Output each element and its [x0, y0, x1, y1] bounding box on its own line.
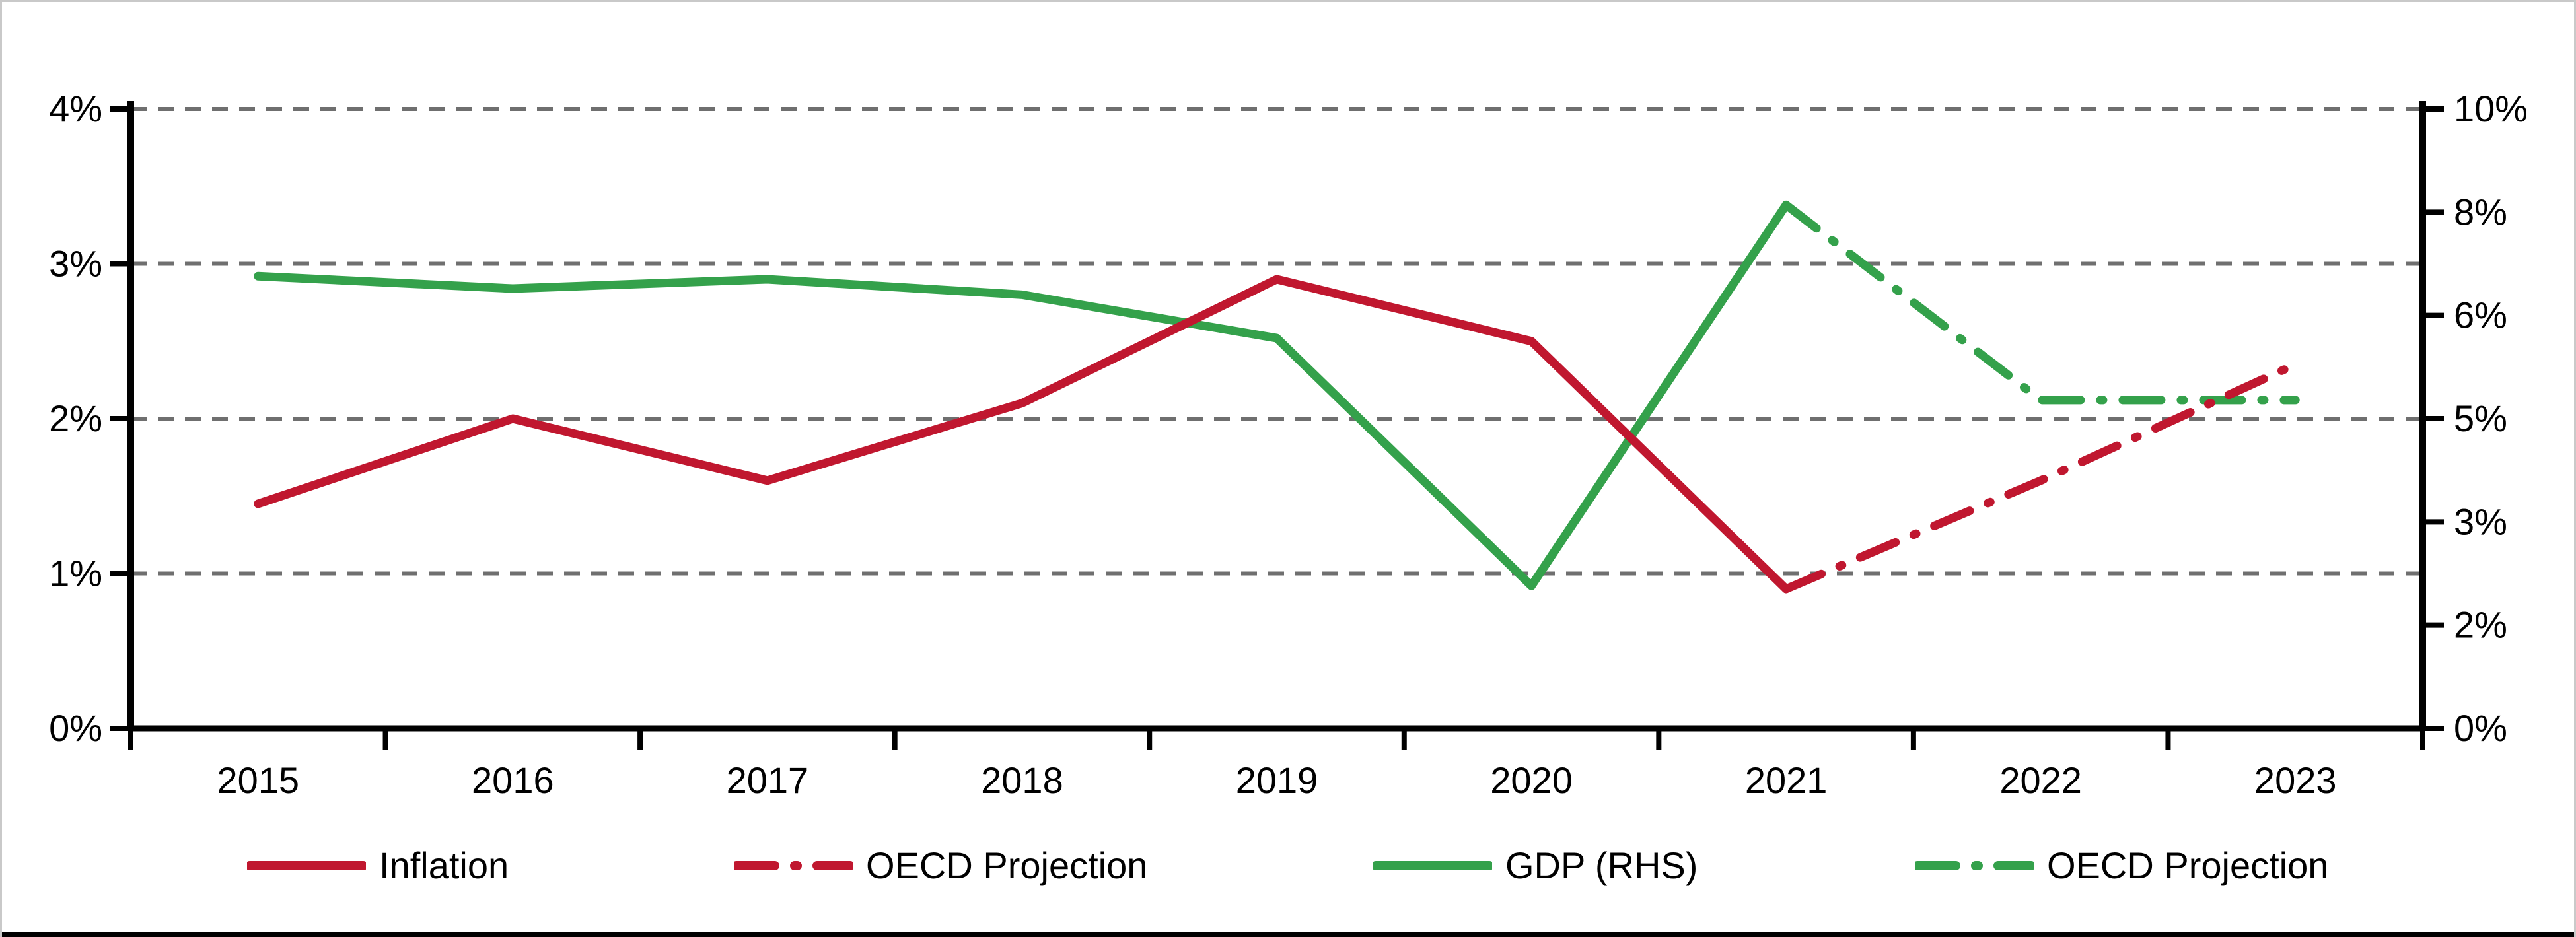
bottom-border	[2, 932, 2574, 937]
left-axis-label-2%: 2%	[49, 398, 102, 439]
right-axis-label-10%: 10%	[2454, 88, 2528, 129]
series-line-oecd-projection-red	[1781, 360, 2300, 594]
legend-item-oecd-projection-gdp: OECD Projection	[1915, 842, 2328, 889]
legend-item-gdp: GDP (RHS)	[1373, 842, 1698, 889]
series-line-inflation-red	[254, 275, 1791, 594]
x-axis-label-2019: 2019	[1236, 759, 1318, 801]
legend-swatch-gdp-solid-line-icon	[1373, 861, 1492, 870]
right-axis-label-3%: 3%	[2454, 501, 2507, 542]
legend-swatch-inflation-solid-line-icon	[247, 861, 366, 870]
left-axis-label-0%: 0%	[49, 707, 102, 749]
x-axis-label-2020: 2020	[1490, 759, 1573, 801]
x-axis-label-2017: 2017	[727, 759, 809, 801]
right-axis-label-2%: 2%	[2454, 604, 2507, 646]
x-axis-label-2021: 2021	[1745, 759, 1828, 801]
left-axis-label-1%: 1%	[49, 553, 102, 594]
right-axis-label-6%: 6%	[2454, 295, 2507, 336]
right-axis-label-0%: 0%	[2454, 707, 2507, 749]
legend-item-oecd-projection-inflation: OECD Projection	[734, 842, 1147, 889]
legend-swatch-green-dashdot-line-icon	[1915, 861, 2034, 870]
legend-label-oecd-projection-inflation: OECD Projection	[866, 845, 1148, 886]
left-axis-label-3%: 3%	[49, 243, 102, 285]
legend-item-inflation: Inflation	[247, 842, 509, 889]
legend-label-gdp: GDP (RHS)	[1505, 845, 1698, 886]
legend-label-oecd-projection-gdp: OECD Projection	[2047, 845, 2329, 886]
series-line-gdp-rhs--green	[254, 200, 1791, 590]
right-axis-label-5%: 5%	[2454, 398, 2507, 439]
right-axis-label-8%: 8%	[2454, 191, 2507, 232]
left-axis-label-4%: 4%	[49, 88, 102, 129]
series-line-oecd-projection-green	[1781, 200, 2300, 405]
legend-label-inflation: Inflation	[379, 845, 509, 886]
x-axis-label-2018: 2018	[981, 759, 1063, 801]
x-axis-label-2015: 2015	[217, 759, 299, 801]
x-axis-label-2016: 2016	[472, 759, 554, 801]
legend-swatch-red-dashdot-line-icon	[734, 861, 853, 870]
x-axis-label-2023: 2023	[2254, 759, 2337, 801]
x-axis-label-2022: 2022	[1999, 759, 2082, 801]
